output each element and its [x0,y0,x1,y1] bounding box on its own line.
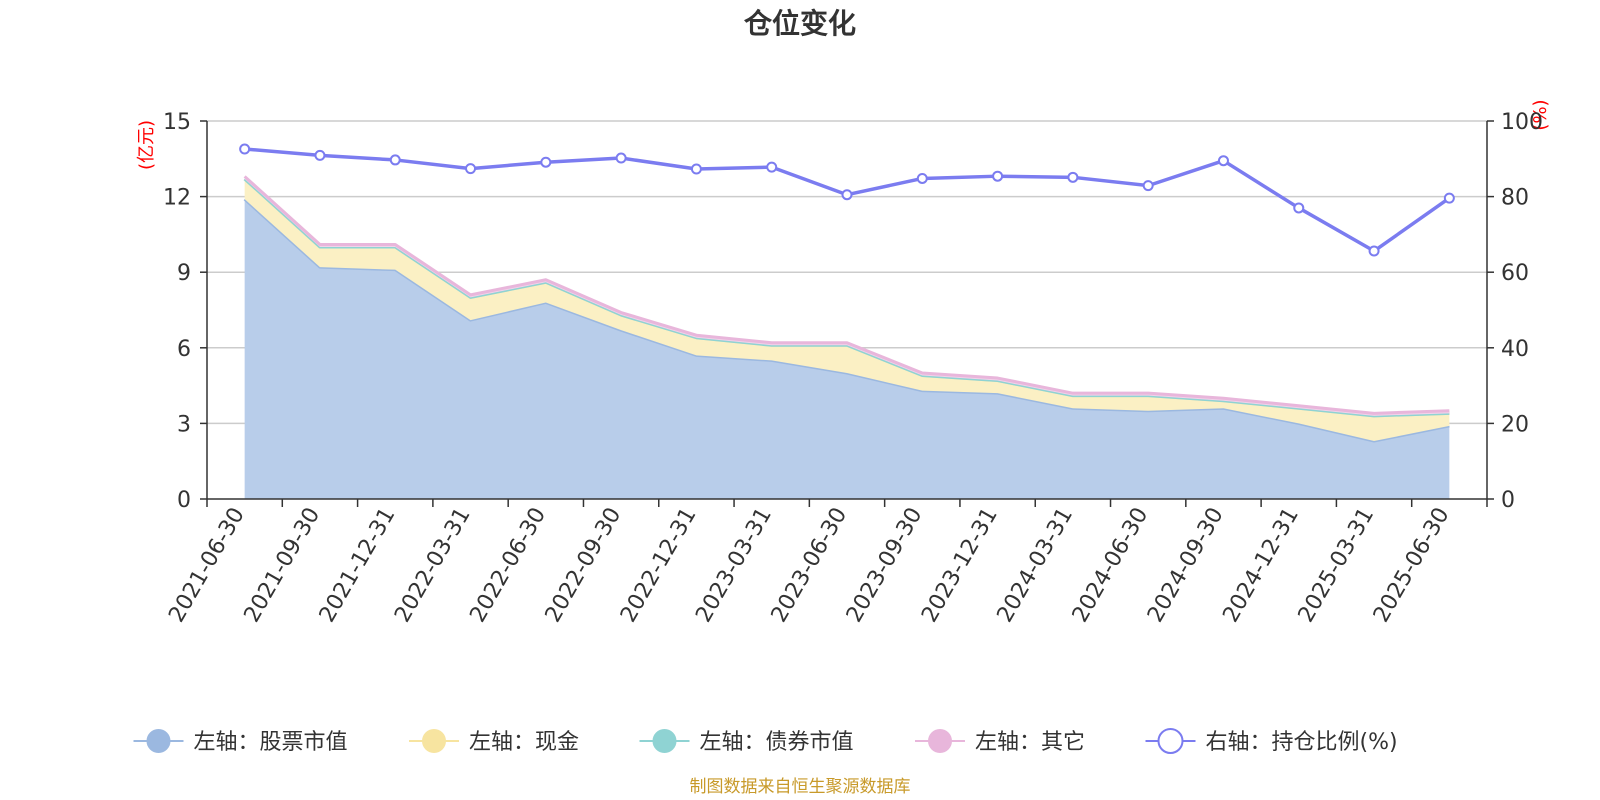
stacked-areas [243,175,1450,499]
x-tick-label: 2024-09-30 [1143,504,1229,627]
x-tick-label: 2024-06-30 [1068,504,1154,627]
ratio-point [1443,192,1455,204]
ratio-point [1217,155,1229,167]
left-tick-label: 3 [177,412,191,437]
x-tick-label: 2024-03-31 [992,504,1078,627]
legend-marker-icon [1157,728,1184,754]
x-tick-label: 2021-09-30 [240,504,326,627]
legend-marker-icon [652,729,677,753]
right-tick-label: 0 [1501,488,1515,513]
left-tick-label: 12 [163,186,191,211]
legend-label: 左轴：股票市值 [194,730,348,755]
x-tick-label: 2024-12-31 [1218,504,1304,627]
x-tick-label: 2025-06-30 [1369,504,1455,627]
ratio-point [615,152,627,164]
legend: 左轴：股票市值 左轴：现金 左轴：债券市值 左轴：其它 右轴：持仓比例(%) [133,728,1398,755]
ratio-point [1142,180,1154,192]
right-tick-label: 60 [1501,261,1529,286]
legend-item-1: 左轴：股票市值 [133,729,348,755]
left-axis-unit: (亿元) [136,120,157,170]
x-tick-label: 2023-12-31 [917,504,1003,627]
legend-marker-icon [146,729,171,753]
ratio-point [389,154,401,166]
left-tick-label: 15 [163,110,191,135]
left-tick-label: 6 [177,337,191,362]
ratio-point [1368,245,1380,257]
right-tick-label: 80 [1501,186,1529,211]
x-tick-label: 2021-12-31 [315,504,401,627]
x-tick-label: 2025-03-31 [1294,504,1380,627]
ratio-point [465,163,477,175]
legend-label: 左轴：债券市值 [700,730,854,755]
ratio-point [916,172,928,184]
legend-marker-icon [422,729,446,753]
x-tick-label: 2022-12-31 [616,504,702,627]
ratio-point [1067,171,1079,183]
position-ratio-series [239,143,1455,257]
left-tick-label: 0 [177,488,191,513]
left-tick-label: 9 [177,261,191,286]
legend-item-4: 左轴：其它 [915,729,1085,755]
x-tick-label: 2022-09-30 [541,504,627,627]
legend-item-5: 右轴：持仓比例(%) [1145,728,1398,755]
ratio-point [992,170,1004,182]
area-1 [244,199,1450,499]
data-source-note: 制图数据来自恒生聚源数据库 [690,777,911,797]
area-2 [244,178,1450,442]
legend-item-2: 左轴：现金 [409,729,579,755]
chart-title: 仓位变化 [744,7,856,40]
right-tick-label: 20 [1501,412,1529,437]
right-tick-label: 100 [1501,110,1543,135]
legend-label: 左轴：其它 [975,730,1085,755]
area-line-4 [243,175,1450,415]
ratio-point [239,143,251,155]
right-axis-unit: (%) [1530,99,1551,130]
right-tick-label: 40 [1501,337,1529,362]
ratio-point [540,156,552,168]
x-tick-label: 2022-03-31 [390,504,476,627]
ratio-point [766,161,778,173]
x-tick-label: 2022-06-30 [465,504,551,627]
ratio-point [1293,202,1305,214]
legend-marker-icon [928,729,952,753]
x-tick-label: 2023-06-30 [767,504,853,627]
ratio-point [314,149,326,161]
ratio-point [841,189,853,201]
legend-item-3: 左轴：债券市值 [639,729,854,755]
legend-label: 左轴：现金 [469,730,579,755]
x-tick-label: 2023-09-30 [842,504,928,627]
x-tick-label: 2021-06-30 [164,504,250,627]
legend-label: 右轴：持仓比例(%) [1206,730,1398,755]
x-tick-label: 2023-03-31 [691,504,777,627]
ratio-point [690,163,702,175]
